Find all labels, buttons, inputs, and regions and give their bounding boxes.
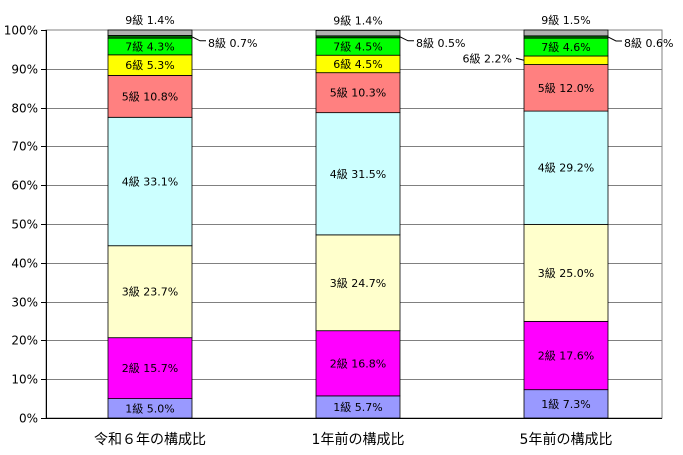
data-label: 4級 29.2% [538,162,594,175]
data-label: 8級 0.5% [416,37,465,50]
label-leader-line [191,36,206,42]
bar-segment [523,320,609,391]
label-leader-line [399,36,414,42]
data-label: 3級 23.7% [122,286,178,299]
data-label: 7級 4.5% [333,40,382,53]
data-label: 5級 10.8% [122,90,178,103]
y-tick-label: 80% [11,102,38,116]
data-label: 5級 10.3% [330,87,386,100]
data-label: 7級 4.3% [125,40,174,53]
x-category-label: 令和６年の構成比 [94,432,206,448]
data-label: 8級 0.6% [624,37,673,50]
data-label: 9級 1.5% [541,14,590,27]
y-tick-label: 70% [11,140,38,154]
bar-segment [523,55,609,65]
data-label: 2級 16.8% [330,357,386,370]
data-label: 2級 17.6% [538,350,594,363]
bar-segment [523,110,609,225]
y-tick-label: 30% [11,296,38,310]
data-label: 3級 25.0% [538,267,594,280]
data-label: 8級 0.7% [208,37,257,50]
y-tick-label: 10% [11,373,38,387]
bar-segment [107,35,193,39]
bar-segment [523,29,609,37]
data-label: 1級 5.7% [333,401,382,414]
data-label: 9級 1.4% [333,14,382,27]
label-leader-line [607,36,622,42]
y-tick-label: 100% [4,24,38,38]
data-label: 2級 15.7% [122,362,178,375]
bar-segment [315,72,401,114]
bar-segment [523,223,609,322]
data-labels: 1級 5.0% 2級 15.7% 3級 23.7% 4級 33.1% 5級 10.8% 6… [122,14,674,415]
y-tick-label: 20% [11,334,38,348]
bar-segment [523,389,609,419]
data-label: 6級 2.2% [463,52,512,65]
x-category-label: 5年前の構成比 [520,431,613,448]
x-category-label: 1年前の構成比 [312,431,405,448]
data-label: 6級 5.3% [125,59,174,72]
data-label: 4級 33.1% [122,176,178,189]
x-axis: 令和６年の構成比 1年前の構成比 5年前の構成比 [94,431,612,448]
bar-segment [315,234,401,332]
bar-segment [107,337,193,399]
y-tick-label: 50% [11,218,38,232]
bar-segment [107,116,193,247]
y-tick-label: 60% [11,179,38,193]
y-axis: 0% 10% 20% 30% 40% 50% 60% 70% 80% 90% 100% [4,24,662,426]
y-tick-label: 90% [11,63,38,77]
bar-segment [107,74,193,118]
data-label: 6級 4.5% [333,58,382,71]
bar-segment [523,64,609,112]
bars [107,29,609,419]
bar-segment [107,245,193,339]
data-label: 5級 12.0% [538,82,594,95]
bar-segment [315,29,401,37]
data-label: 1級 5.0% [125,402,174,415]
bar-segment [315,112,401,236]
bar-segment [315,330,401,397]
data-label: 3級 24.7% [330,277,386,290]
y-tick-label: 40% [11,257,38,271]
label-leader-line [515,57,525,61]
data-label: 9級 1.4% [125,14,174,27]
y-tick-label: 0% [19,412,38,426]
data-label: 7級 4.6% [541,41,590,54]
data-label: 4級 31.5% [330,168,386,181]
data-label: 1級 7.3% [541,398,590,411]
bar-segment [107,29,193,36]
